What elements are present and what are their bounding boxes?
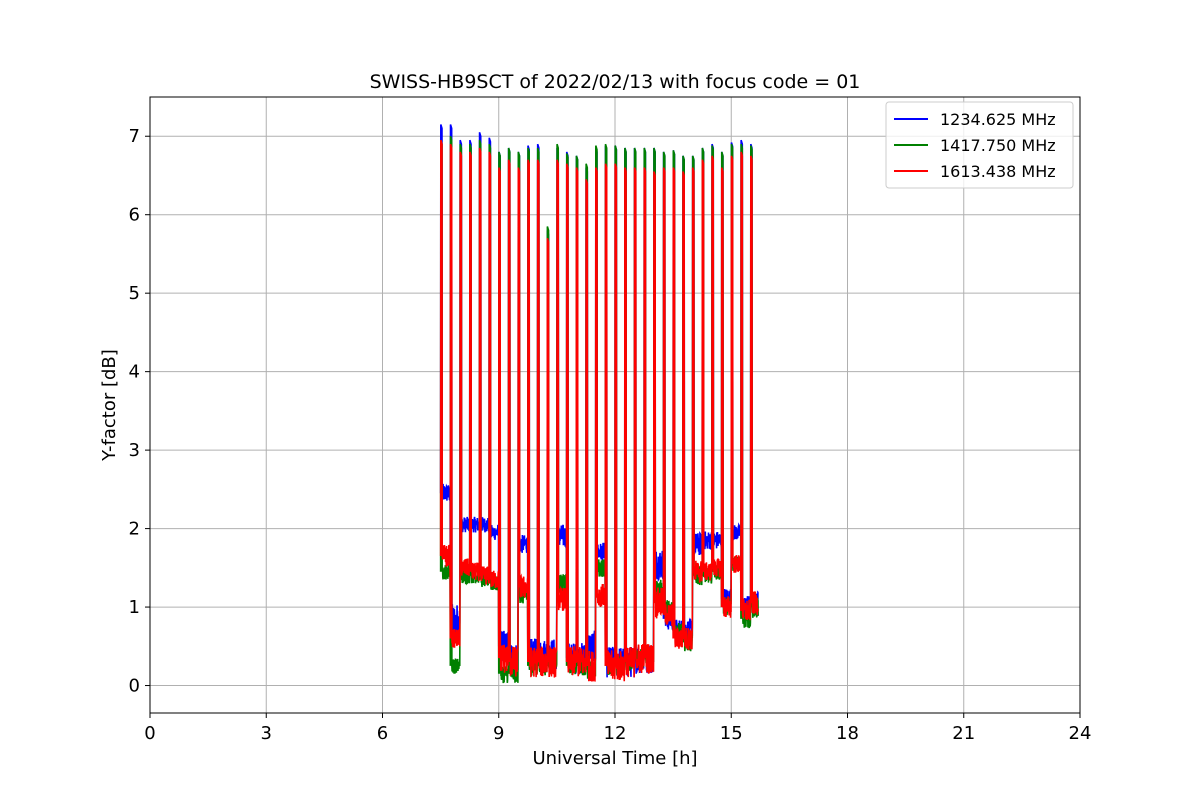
y-axis-label: Y-factor [dB] — [99, 349, 120, 462]
x-tick-label: 18 — [836, 723, 859, 744]
y-tick-label: 4 — [129, 362, 140, 383]
y-tick-label: 5 — [129, 283, 140, 304]
x-tick-label: 9 — [493, 723, 504, 744]
x-tick-label: 3 — [261, 723, 272, 744]
y-tick-label: 6 — [129, 205, 140, 226]
legend-box — [885, 101, 1074, 189]
series-line-0 — [439, 124, 759, 678]
y-tick-label: 7 — [129, 126, 140, 147]
y-tick-label: 2 — [129, 519, 140, 540]
x-tick-label: 0 — [144, 723, 155, 744]
legend-entry: 1234.625 MHz — [940, 110, 1056, 129]
x-tick-label: 6 — [377, 723, 388, 744]
x-tick-label: 15 — [720, 723, 743, 744]
y-tick-label: 3 — [129, 440, 140, 461]
plot-area — [439, 124, 759, 684]
legend-entry: 1613.438 MHz — [940, 162, 1056, 181]
legend-entry: 1417.750 MHz — [940, 136, 1056, 155]
series-line-2 — [439, 139, 759, 683]
x-tick-label: 12 — [604, 723, 627, 744]
y-tick-label: 0 — [129, 676, 140, 697]
y-tick-label: 1 — [129, 597, 140, 618]
x-axis-label: Universal Time [h] — [532, 748, 697, 769]
chart-title: SWISS-HB9SCT of 2022/02/13 with focus co… — [370, 71, 861, 93]
x-tick-label: 24 — [1069, 723, 1092, 744]
x-tick-label: 21 — [952, 723, 975, 744]
legend: 1234.625 MHz 1417.750 MHz 1613.438 MHz — [885, 101, 1074, 189]
